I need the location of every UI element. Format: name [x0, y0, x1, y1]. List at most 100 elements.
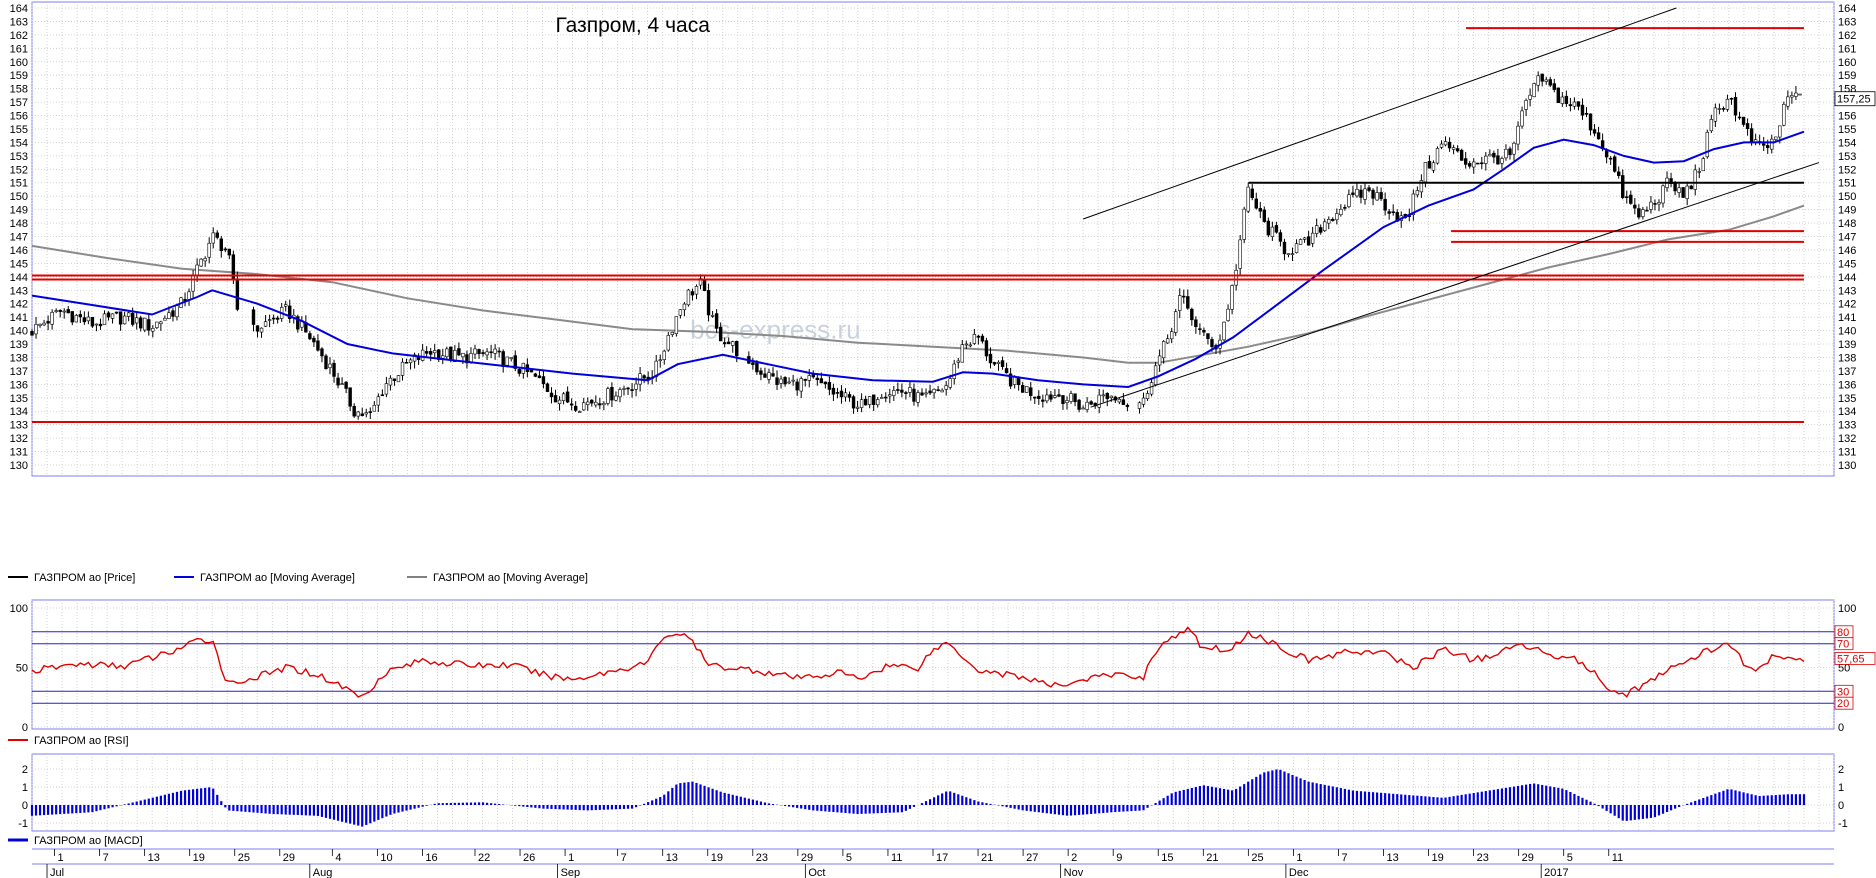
candle-body [1169, 331, 1174, 340]
y-tick-left: 144 [10, 272, 28, 284]
candle-body [296, 316, 300, 330]
legend-label: ГАЗПРОМ ао [Moving Average] [433, 572, 588, 584]
y-tick-right: 138 [1838, 352, 1856, 364]
candle-body [1532, 83, 1536, 98]
y-tick-left: 155 [10, 124, 28, 136]
candle-body [912, 388, 916, 402]
candle-body [1709, 119, 1714, 132]
candle-body [1520, 110, 1524, 127]
day-label: 21 [981, 852, 993, 864]
candle-body [859, 399, 864, 408]
candle-body [392, 378, 397, 381]
candle-body [412, 354, 417, 362]
day-label: 10 [380, 852, 392, 864]
candle-body [924, 392, 928, 395]
candle-body [1194, 319, 1198, 327]
y-tick-left: 150 [10, 191, 28, 203]
candle-body [767, 372, 771, 380]
candle-body [867, 396, 872, 405]
candle-body [312, 337, 316, 343]
day-label: 9 [1116, 852, 1122, 864]
candle-body [594, 401, 598, 406]
candle-body [259, 327, 264, 333]
candle-body [255, 325, 260, 332]
candle-body [1604, 150, 1609, 158]
y-tick-left: 162 [10, 30, 28, 42]
candle-body [622, 388, 626, 390]
candle-body [1729, 97, 1734, 100]
candle-body [380, 394, 385, 397]
candle-body [1480, 162, 1484, 165]
candle-body [1000, 360, 1005, 367]
candle-body [332, 362, 336, 377]
candle-body [461, 352, 465, 358]
candle-body [38, 323, 42, 326]
candle-body [775, 377, 779, 385]
y-tick-left: 137 [10, 366, 28, 378]
candle-body [880, 397, 884, 399]
candle-body [964, 343, 969, 346]
day-label: 13 [1387, 852, 1399, 864]
day-label: 16 [425, 852, 437, 864]
candle-body [130, 312, 135, 325]
candle-body [1073, 393, 1077, 403]
candle-body [1500, 158, 1504, 164]
candle-body [1198, 328, 1202, 330]
candle-body [110, 313, 115, 319]
candle-body [340, 383, 344, 385]
candle-body [1234, 269, 1238, 286]
candle-body [843, 392, 848, 398]
candle-body [1745, 123, 1750, 129]
candle-body [396, 375, 401, 383]
candle-body [1186, 296, 1190, 309]
candle-body [1029, 387, 1033, 396]
y-tick-left: 140 [10, 326, 28, 338]
candle-body [904, 392, 908, 394]
candle-body [1798, 93, 1802, 96]
candle-body [944, 385, 948, 390]
candle-body [598, 403, 602, 406]
candle-body [996, 361, 1001, 364]
candle-body [1472, 161, 1476, 168]
y-tick-left: 133 [10, 420, 28, 432]
candle-body [1536, 75, 1540, 86]
month-label: Nov [1064, 867, 1084, 878]
candle-body [626, 387, 630, 390]
macd-tick-left: -1 [18, 818, 28, 830]
macd-panel: -1 -1 0 0 1 1 2 2 ГАЗПРОМ ао [MACD] [8, 753, 1848, 847]
candle-body [920, 392, 924, 396]
candle-body [835, 392, 840, 394]
candle-body [1351, 192, 1355, 195]
candle-body [70, 311, 74, 323]
candle-body [1141, 397, 1146, 405]
candle-body [1202, 329, 1206, 333]
candle-body [1041, 399, 1045, 402]
candle-body [694, 286, 699, 295]
candle-body [706, 290, 711, 316]
candle-body [1306, 236, 1311, 246]
day-label: 19 [193, 852, 205, 864]
candle-body [658, 359, 662, 362]
day-label: 7 [1341, 852, 1347, 864]
day-label: 5 [1567, 852, 1573, 864]
candle-body [783, 377, 787, 385]
candle-body [1190, 308, 1194, 321]
day-label: 15 [1161, 852, 1173, 864]
macd-tick-right: 1 [1838, 782, 1844, 794]
macd-tick-left: 1 [22, 782, 28, 794]
candle-body [1641, 209, 1645, 217]
candle-body [1621, 175, 1625, 198]
candle-body [1790, 95, 1794, 98]
candle-body [223, 248, 228, 251]
y-tick-right: 139 [1838, 339, 1856, 351]
day-label: 29 [283, 852, 295, 864]
candle-body [320, 348, 324, 357]
day-label: 7 [103, 852, 109, 864]
candle-body [1246, 186, 1250, 212]
trend-line [1082, 7, 1677, 220]
candle-body [855, 406, 860, 409]
day-label: 13 [666, 852, 678, 864]
candle-body [1137, 402, 1142, 409]
y-tick-right: 148 [1838, 218, 1856, 230]
candle-body [759, 370, 763, 375]
